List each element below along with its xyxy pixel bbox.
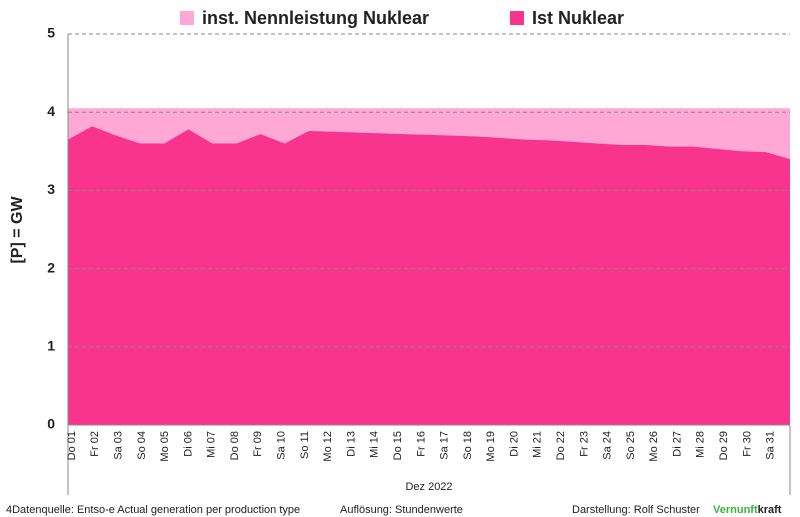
x-tick-label: Di 27 bbox=[671, 431, 683, 457]
y-tick-label: 5 bbox=[47, 25, 55, 41]
x-tick-label: Do 15 bbox=[392, 431, 404, 460]
x-tick-label: Sa 10 bbox=[276, 431, 288, 460]
source: 4Datenquelle: Entso-e Actual generation … bbox=[6, 504, 300, 516]
area bbox=[68, 126, 790, 425]
x-tick-label: Sa 03 bbox=[112, 431, 124, 460]
x-tick-label: Di 13 bbox=[345, 431, 357, 457]
y-tick-label: 3 bbox=[47, 181, 55, 197]
x-tick-label: Mo 05 bbox=[159, 431, 171, 462]
legend-swatch bbox=[510, 11, 524, 25]
x-tick-label: Do 08 bbox=[229, 431, 241, 460]
x-tick-label: Fr 02 bbox=[89, 431, 101, 457]
x-tick-label: So 11 bbox=[299, 431, 311, 459]
resolution: Auflösung: Stundenwerte bbox=[340, 504, 463, 516]
x-tick-label: Di 06 bbox=[182, 431, 194, 457]
x-tick-label: Fr 16 bbox=[415, 431, 427, 457]
x-tick-label: So 04 bbox=[136, 431, 148, 460]
x-tick-label: Sa 31 bbox=[765, 431, 777, 460]
x-tick-label: Mi 14 bbox=[369, 431, 381, 458]
y-tick-label: 0 bbox=[47, 416, 55, 432]
legend-label: Ist Nuklear bbox=[532, 8, 624, 28]
x-tick-label: So 18 bbox=[462, 431, 474, 460]
x-tick-label: Fr 23 bbox=[578, 431, 590, 457]
x-tick-label: Do 01 bbox=[66, 431, 78, 460]
y-tick-label: 1 bbox=[47, 338, 55, 354]
x-tick-label: Do 29 bbox=[718, 431, 730, 460]
legend-label: inst. Nennleistung Nuklear bbox=[202, 8, 429, 28]
author: Darstellung: Rolf Schuster bbox=[572, 504, 700, 516]
x-tick-label: Sa 24 bbox=[602, 431, 614, 460]
x-tick-label: Fr 09 bbox=[252, 431, 264, 457]
x-tick-label: Di 20 bbox=[508, 431, 520, 457]
x-tick-label: Mi 07 bbox=[206, 431, 218, 458]
x-tick-label: Mi 28 bbox=[695, 431, 707, 458]
x-tick-label: Mo 26 bbox=[648, 431, 660, 462]
x-tick-label: Do 22 bbox=[555, 431, 567, 460]
brand-part: Vernunft bbox=[713, 504, 758, 516]
y-axis-title: [P] = GW bbox=[9, 196, 26, 264]
y-tick-label: 4 bbox=[47, 103, 55, 119]
x-tick-label: Mo 19 bbox=[485, 431, 497, 462]
x-axis-title: Dez 2022 bbox=[405, 481, 452, 493]
x-tick-label: Fr 30 bbox=[741, 431, 753, 457]
brand-part: kraft bbox=[758, 504, 782, 516]
brand: Vernunftkraft bbox=[713, 504, 782, 516]
legend-swatch bbox=[180, 11, 194, 25]
x-tick-label: Sa 17 bbox=[439, 431, 451, 460]
x-tick-label: So 25 bbox=[625, 431, 637, 460]
x-tick-label: Mo 12 bbox=[322, 431, 334, 462]
x-tick-label: Mi 21 bbox=[532, 431, 544, 458]
y-tick-label: 2 bbox=[47, 259, 55, 275]
